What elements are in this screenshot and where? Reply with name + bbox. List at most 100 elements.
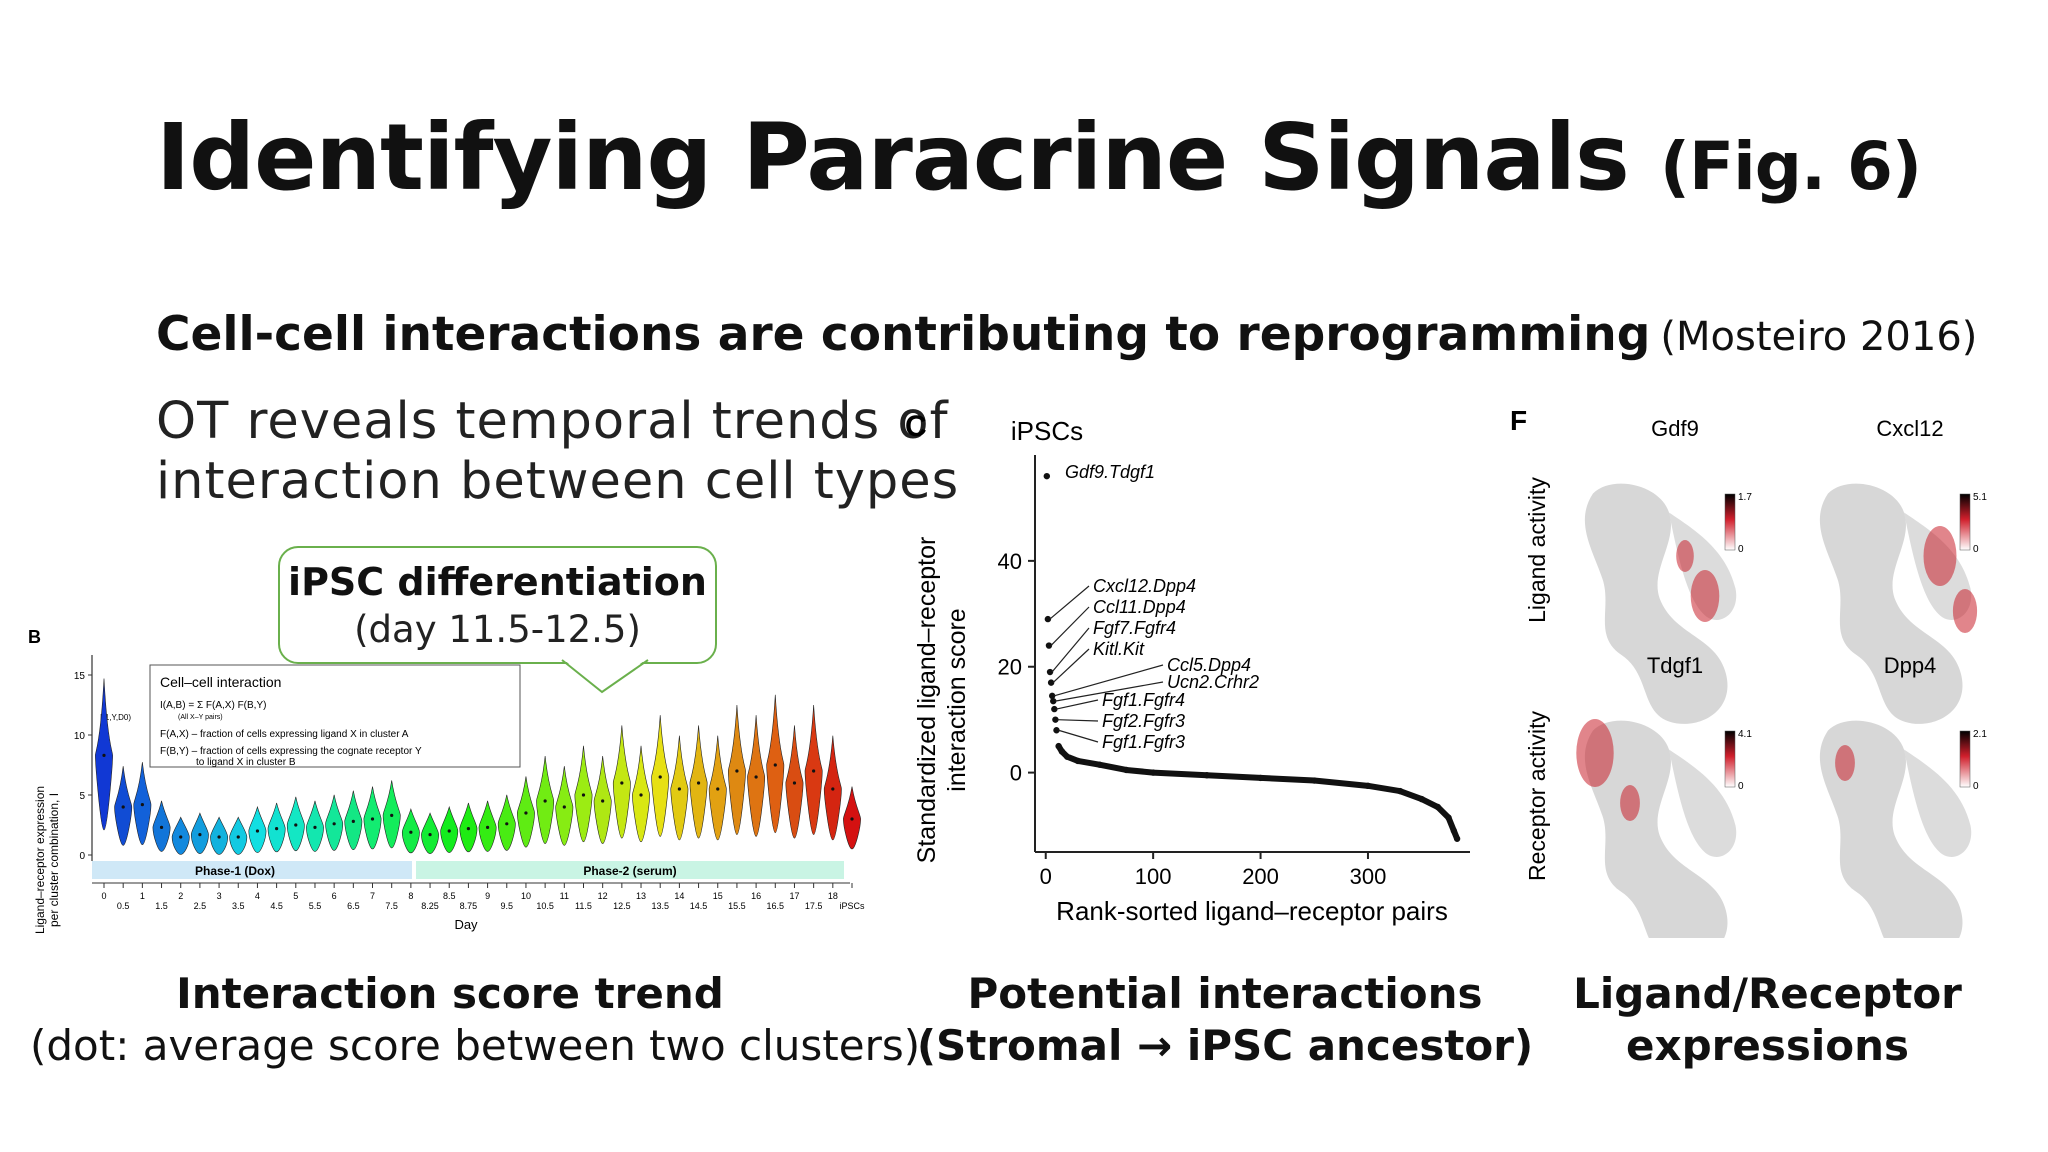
feature-map-title: Cxcl12 [1876, 416, 1943, 441]
colorbar-max: 1.7 [1738, 492, 1752, 503]
violin-mean-dot [255, 829, 260, 833]
label-leader [1052, 648, 1090, 684]
violin-mean-dot [485, 825, 490, 829]
label-leader [1051, 627, 1090, 673]
violin-mean-dot [236, 835, 240, 839]
x-tick-label: 2.5 [194, 901, 207, 911]
panel-b-legend-line2a: F(B,Y) – fraction of cells expressing th… [160, 746, 422, 757]
violin-mean-dot [735, 769, 739, 773]
x-tick-label: 10 [521, 891, 531, 901]
violin-mean-dot [198, 833, 202, 837]
violin-mean-dot [831, 787, 835, 791]
violin-mean-dot [275, 827, 279, 831]
feature-map-gdf9: Gdf9 1.7 0 [1584, 416, 1752, 724]
panel-b-letter: B [28, 627, 41, 647]
violin-mean-dot [696, 781, 701, 785]
callout-ipsc-differentiation: iPSC differentiation (day 11.5-12.5) [278, 546, 717, 664]
x-tick-label: 6.5 [347, 901, 360, 911]
panel-b-legend-line2b: to ligand X in cluster B [196, 757, 296, 768]
y-tick-label: 0 [79, 851, 85, 862]
violin-mean-dot [524, 811, 528, 815]
x-tick-label: 7 [370, 891, 375, 901]
panel-b-ylabel-line2: per cluster combination, I [47, 793, 61, 927]
phase1-label: Phase-1 (Dox) [195, 864, 275, 878]
x-tick-label: 9 [485, 891, 490, 901]
point-label: Fgf7.Fgfr4 [1093, 618, 1176, 638]
violin-mean-dot [179, 835, 183, 839]
feature-map-tdgf1: Tdgf1 4.1 0 [1576, 653, 1752, 938]
data-point [1074, 757, 1082, 765]
phase1-bar [92, 861, 412, 879]
colorbar-max: 4.1 [1738, 729, 1752, 740]
y-tick-label: 10 [74, 731, 86, 742]
violin-mean-dot [217, 835, 221, 839]
x-tick-label: 7.5 [385, 901, 398, 911]
phase2-bar [416, 861, 844, 879]
caption-f-line1: Ligand/Receptor [1573, 969, 1962, 1018]
panel-b-marker-label: I(1,Y,D0) [100, 713, 131, 722]
violin-mean-dot [581, 793, 586, 797]
data-point [1311, 777, 1318, 784]
data-point [1048, 692, 1056, 700]
expression-hotspot [1676, 540, 1694, 572]
data-point [1364, 782, 1372, 790]
panel-c-title: iPSCs [1011, 416, 1083, 446]
x-tick-label: 300 [1350, 864, 1387, 889]
panel-f-figure: F Ligand activity Receptor activity Gdf9… [1510, 405, 1987, 938]
label-leader [1055, 681, 1164, 702]
panel-c-chart: C iPSCs Standardized ligand–receptor int… [905, 410, 1470, 926]
violin-mean-dot [332, 822, 336, 826]
colorbar-max: 2.1 [1973, 729, 1987, 740]
data-point [1044, 615, 1052, 623]
y-tick-label: 40 [998, 549, 1022, 574]
label-leader [1050, 606, 1090, 646]
feature-map-title: Dpp4 [1884, 653, 1937, 678]
x-tick-label: 100 [1135, 864, 1172, 889]
violin-mean-dot [601, 799, 605, 803]
colorbar [1724, 730, 1736, 788]
point-label: Kitl.Kit [1093, 639, 1145, 659]
expression-hotspot [1952, 589, 1978, 633]
panel-c-points [1043, 472, 1461, 842]
violin-mean-dot [121, 805, 125, 809]
panel-c-letter: C [905, 410, 927, 443]
data-point [1450, 827, 1458, 835]
panel-b-xlabel: Day [454, 917, 478, 932]
data-point [1046, 668, 1054, 676]
violin-mean-dot [390, 813, 394, 817]
feature-map-title: Gdf9 [1651, 416, 1699, 441]
feature-map-title: Tdgf1 [1647, 653, 1703, 678]
x-tick-label: 16.5 [767, 901, 785, 911]
lead-line-2: interaction between cell types [156, 452, 960, 511]
data-point [1418, 795, 1425, 803]
violin-mean-dot [773, 763, 777, 767]
x-tick-label: iPSCs [839, 901, 865, 911]
y-tick-label: 5 [79, 791, 85, 802]
panel-c-ticks: 0 100 200 300 0 20 40 [998, 549, 1387, 889]
x-tick-label: 17 [789, 891, 799, 901]
data-point [1043, 472, 1051, 480]
panel-b-yticks: 0 5 10 15 [74, 671, 92, 862]
x-tick-label: 5 [293, 891, 298, 901]
violin-mean-dot [677, 787, 681, 791]
x-tick-label: 11 [560, 891, 569, 901]
x-tick-label: 8.25 [421, 901, 439, 911]
x-tick-label: 13.5 [651, 901, 669, 911]
violin-mean-dot [754, 775, 758, 779]
data-point [1051, 705, 1058, 713]
data-point [1434, 803, 1441, 811]
violin-mean-dot [716, 787, 720, 791]
lead-line-1: OT reveals temporal trends of [156, 392, 949, 451]
violin-mean-dot [428, 833, 432, 837]
violin-mean-dot [370, 817, 375, 821]
data-point [1047, 679, 1055, 686]
title-suffix: (Fig. 6) [1659, 128, 1922, 205]
data-point [1396, 787, 1404, 795]
violin-mean-dot [159, 825, 164, 829]
violin-mean-dot [351, 819, 355, 823]
data-point [1058, 748, 1066, 755]
data-point [1064, 753, 1071, 760]
subtitle-citation: (Mosteiro 2016) [1660, 314, 1978, 360]
x-tick-label: 5.5 [309, 901, 322, 911]
violin-mean-dot [313, 825, 317, 829]
